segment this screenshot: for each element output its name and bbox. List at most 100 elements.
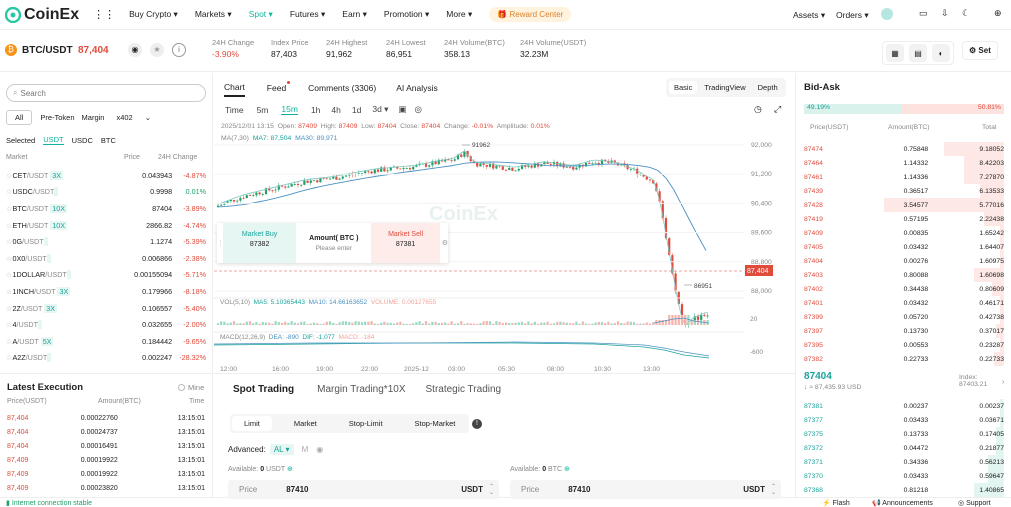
apps-grid-icon[interactable]: ⋮⋮	[93, 9, 116, 21]
nav-futures[interactable]: Futures ▾	[289, 9, 326, 19]
filter-margin[interactable]: Margin	[81, 113, 105, 122]
ask-row[interactable]: 87439 0.36517 6.13533	[804, 184, 1004, 198]
tab-strategic-trading[interactable]: Strategic Trading	[425, 384, 502, 395]
quick-amount-field[interactable]: Amount( BTC ) Please enter	[309, 234, 359, 252]
tab-selected[interactable]: Selected	[6, 135, 36, 145]
nav-promotion[interactable]: Promotion ▾	[383, 9, 430, 19]
ask-row[interactable]: 87428 3.54577 5.77016	[804, 198, 1004, 212]
mine-toggle[interactable]: Mine	[178, 383, 204, 392]
favorite-star-icon[interactable]: ☆	[6, 320, 13, 330]
nav-assets[interactable]: Assets ▾	[793, 10, 826, 20]
market-row[interactable]: ☆2Z/USDT 3X 0.106557 -5.40%	[6, 300, 206, 317]
chart-type-icon[interactable]: ▣	[398, 104, 407, 114]
favorite-star-icon[interactable]: ☆	[6, 303, 13, 313]
interval-1d[interactable]: 1d	[351, 104, 362, 115]
view-tradingview[interactable]: TradingView	[704, 83, 746, 92]
interval-time[interactable]: Time	[225, 104, 244, 115]
market-search[interactable]: ⌕	[6, 84, 206, 102]
filter-x402[interactable]: x402	[116, 113, 133, 122]
nav-markets[interactable]: Markets ▾	[194, 9, 232, 19]
indicator-settings-icon[interactable]: ◎	[414, 104, 422, 114]
chevron-right-icon[interactable]: ›	[1002, 379, 1005, 386]
ask-row[interactable]: 87474 0.75848 9.18052	[804, 142, 1004, 156]
order-limit[interactable]: Limit	[232, 416, 272, 431]
ask-row[interactable]: 87409 0.00835 1.65242	[804, 226, 1004, 240]
interval-15m[interactable]: 15m	[281, 104, 298, 115]
ask-row[interactable]: 87404 0.00276 1.60975	[804, 254, 1004, 268]
tab-usdt[interactable]: USDT	[43, 135, 64, 145]
bid-row[interactable]: 87368 0.81218 1.40865	[804, 483, 1004, 497]
market-sell-button[interactable]: Market Sell 87381	[371, 223, 440, 263]
filter-all[interactable]: All	[6, 110, 33, 125]
order-market[interactable]: Market	[293, 419, 317, 428]
layout-2-icon[interactable]: ▤	[909, 44, 927, 62]
bid-row[interactable]: 87371 0.34336 0.56213	[804, 455, 1004, 469]
market-buy-button[interactable]: Market Buy 87382	[223, 223, 297, 263]
m-toggle[interactable]: M	[301, 445, 309, 454]
tab-spot-trading[interactable]: Spot Trading	[233, 384, 295, 395]
favorite-star-icon[interactable]: ☆	[6, 220, 13, 230]
ask-row[interactable]: 87397 0.13730 0.37017	[804, 324, 1004, 338]
ask-row[interactable]: 87402 0.34438 0.80609	[804, 282, 1004, 296]
quick-settings-icon[interactable]: ⚙	[441, 240, 448, 247]
ask-row[interactable]: 87401 0.03432 0.46171	[804, 296, 1004, 310]
message-icon[interactable]: ▭	[919, 8, 928, 18]
col-market[interactable]: Market	[6, 154, 28, 161]
bid-row[interactable]: 87381 0.00237 0.00237	[804, 399, 1004, 413]
eye-icon[interactable]: ◉	[316, 445, 324, 454]
tab-feed[interactable]: Feed	[267, 81, 291, 96]
market-row[interactable]: ☆A2Z/USDT 0.002247 -28.32%	[6, 350, 206, 367]
market-row[interactable]: ☆4/USDT 0.032655 -2.00%	[6, 316, 206, 333]
market-row[interactable]: ☆CET/USDT 3X 0.043943 -4.87%	[6, 167, 206, 184]
interval-5m[interactable]: 5m	[256, 104, 269, 115]
al-toggle[interactable]: AL ▾	[269, 444, 294, 455]
market-row[interactable]: ☆0G/USDT 1.1274 -5.39%	[6, 233, 206, 250]
favorite-star-icon[interactable]: ☆	[6, 170, 13, 180]
announcements-link[interactable]: 📢 Announcements	[872, 500, 933, 507]
view-depth[interactable]: Depth	[757, 83, 778, 92]
market-row[interactable]: ☆ETH/USDT 10X 2866.82 -4.74%	[6, 217, 206, 234]
pair-name[interactable]: BTC/USDT	[22, 45, 73, 56]
interval-4h[interactable]: 4h	[331, 104, 341, 115]
order-stop-market[interactable]: Stop-Market	[414, 419, 456, 428]
nav-buy-crypto[interactable]: Buy Crypto ▾	[129, 9, 178, 19]
market-row[interactable]: ☆A/USDT 5X 0.184442 -9.65%	[6, 333, 206, 350]
bid-row[interactable]: 87377 0.03433 0.03671	[804, 413, 1004, 427]
drag-handle-icon[interactable]: ⋮	[217, 240, 224, 247]
ask-row[interactable]: 87461 1.14336 7.27870	[804, 170, 1004, 184]
filter-pre-token[interactable]: Pre-Token	[40, 113, 75, 122]
order-stop-limit[interactable]: Stop-Limit	[348, 419, 383, 428]
nav-orders[interactable]: Orders ▾	[836, 10, 869, 20]
brand-logo[interactable]: CoinEx	[5, 6, 79, 24]
market-row[interactable]: ☆1INCH/USDT 3X 0.179966 -8.18%	[6, 283, 206, 300]
ask-row[interactable]: 87403 0.80088 1.60698	[804, 268, 1004, 282]
layout-1-icon[interactable]: ▦	[886, 44, 904, 62]
bid-row[interactable]: 87375 0.13733 0.17405	[804, 427, 1004, 441]
view-basic[interactable]: Basic	[669, 81, 698, 94]
favorite-star-icon[interactable]: ☆	[6, 187, 13, 197]
favorite-star-icon[interactable]: ☆	[6, 253, 13, 263]
favorite-star-icon[interactable]: ☆	[6, 286, 13, 296]
ask-row[interactable]: 87419 0.57195 2.22438	[804, 212, 1004, 226]
order-info-icon[interactable]: !	[472, 419, 482, 429]
tab-margin-trading[interactable]: Margin Trading*10X	[317, 384, 406, 395]
download-icon[interactable]: ⇩	[941, 8, 949, 18]
nav-more[interactable]: More ▾	[446, 9, 473, 19]
settings-button[interactable]: ⚙ Set	[962, 41, 998, 60]
bid-row[interactable]: 87372 0.04472 0.21877	[804, 441, 1004, 455]
ask-row[interactable]: 87399 0.05720 0.42738	[804, 310, 1004, 324]
tab-comments[interactable]: Comments (3306)	[308, 83, 377, 93]
theme-moon-icon[interactable]: ☾	[962, 8, 971, 18]
market-row[interactable]: ☆1DOLLAR/USDT 0.00155094 -5.71%	[6, 267, 206, 284]
favorite-star-icon[interactable]: ☆	[6, 336, 13, 346]
favorite-star-icon[interactable]: ☆	[6, 270, 13, 280]
market-row[interactable]: ☆0X0/USDT 0.006866 -2.38%	[6, 250, 206, 267]
globe-icon[interactable]: ⊕	[994, 8, 1002, 18]
bid-row[interactable]: 87370 0.03433 0.59647	[804, 469, 1004, 483]
chevron-down-icon[interactable]: ⌄	[144, 113, 152, 122]
search-input[interactable]	[20, 88, 191, 98]
buy-price-input[interactable]: Price 87410 USDT ⌃ ⌄	[228, 480, 499, 499]
interval-3d[interactable]: 3d ▾	[372, 104, 389, 114]
tab-usdc[interactable]: USDC	[71, 135, 93, 145]
ask-row[interactable]: 87405 0.03432 1.64407	[804, 240, 1004, 254]
